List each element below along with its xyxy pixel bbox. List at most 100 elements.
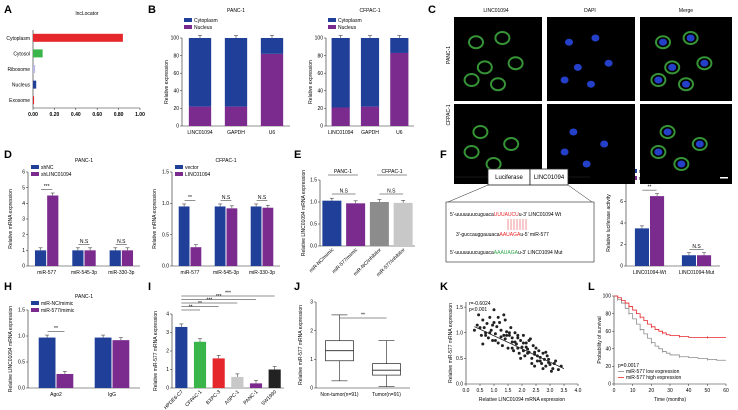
k-point [544, 350, 548, 354]
g-cat-label: LINC01094-Wt [633, 270, 667, 276]
k-point [510, 340, 514, 344]
k-ytick-label: 1.5 [456, 305, 463, 311]
l-xtick-label: 30 [667, 388, 673, 394]
g-ytick-label: 0 [620, 264, 623, 270]
k-point [521, 341, 525, 345]
k-p-text: p<0.001 [469, 307, 487, 313]
c-cell-cytoplasm [490, 77, 506, 92]
k-point [496, 315, 500, 319]
i-ytick-label: 1 [166, 367, 169, 373]
k-ylabel: Relative miR-577 mRNA expression [448, 303, 454, 383]
b2-ytick-label: 60 [317, 71, 323, 77]
d1-legend-label: shNC [41, 165, 54, 171]
d2-ytick-label: 0.5 [162, 232, 169, 238]
k-point [519, 356, 523, 360]
f-seq-mut-suffix: u-3' LINC01094 Mut [518, 250, 563, 256]
panel-label-f: F [440, 149, 447, 161]
h-bar-control [94, 337, 112, 388]
b2-cat-label: U6 [396, 130, 403, 136]
g-cat-label: LINC01094-Mut [679, 270, 715, 276]
k-xtick-label: 1.0 [491, 388, 498, 394]
d2-bar-treat [190, 247, 202, 266]
e-ytick-label: 0.0 [310, 244, 317, 250]
j-ytick-label: 1 [310, 357, 313, 363]
a-bar-nucleus [33, 80, 37, 89]
l-p-text: p=0.0017 [618, 363, 639, 369]
k-point [526, 351, 530, 355]
f-polya-label: poly A [570, 171, 586, 177]
k-point [513, 340, 517, 344]
k-point [482, 326, 486, 330]
a-cat-label: Nucleus [12, 83, 31, 89]
k-point [505, 330, 509, 334]
h-legend-label: miR-NC/mimic [41, 301, 74, 307]
k-ytick-label: 0.5 [456, 356, 463, 362]
c-cell-cytoplasm [468, 35, 484, 50]
panel-label-h: H [4, 281, 12, 293]
b1-ytick-label: 60 [173, 71, 179, 77]
i-ytick-label: 4 [166, 312, 169, 318]
a-cat-label: Cytoplasm [6, 36, 30, 42]
e-ytick-label: 1.0 [310, 200, 317, 206]
b1-bar-cytoplasm [224, 38, 248, 107]
b1-cat-label: U6 [269, 130, 276, 136]
l-legend-label: miR-577 low expression [626, 369, 680, 375]
k-point [485, 322, 489, 326]
d2-legend-swatch [175, 172, 183, 176]
c-cell-cytoplasm [664, 60, 681, 75]
d2-bar-control [214, 206, 226, 266]
b1-bar-nucleus [224, 106, 248, 126]
k-xtick-label: 2.5 [533, 388, 540, 394]
l-ytick-label: 20 [605, 364, 611, 370]
d2-legend-swatch [175, 165, 183, 169]
k-point [496, 341, 500, 345]
k-point [533, 350, 537, 354]
b2-legend-swatch [328, 25, 336, 29]
b2-bar-cytoplasm [390, 38, 409, 53]
e-group-panc1: PANC-1 [334, 169, 352, 175]
l-xtick-label: 50 [705, 388, 711, 394]
b1-bar-cytoplasm [188, 38, 212, 107]
h-title: PANC-1 [75, 294, 93, 300]
c-header-dapi: DAPI [584, 8, 596, 14]
j-ytick-label: 2 [310, 328, 313, 334]
c-cell-nucleus [654, 76, 663, 84]
panel-label-i: I [148, 281, 151, 293]
b1-ytick-label: 20 [173, 106, 179, 112]
e-bar [346, 203, 366, 246]
b2-ylabel: Relative expression [308, 60, 314, 104]
b1-cat-label: GAPDH [227, 130, 245, 136]
d1-bar-treat [84, 250, 96, 266]
i-sig-label: *** [225, 291, 231, 297]
f-sequence-box [445, 201, 595, 263]
k-point [509, 326, 513, 330]
c-row-cfpac1: CFPAC-1 [446, 104, 452, 125]
c-cell-nucleus [573, 63, 582, 71]
k-point [544, 364, 548, 368]
h-bar-control [38, 337, 56, 388]
k-point [493, 332, 497, 336]
k-point [541, 351, 545, 355]
b2-bar-cytoplasm [360, 38, 380, 107]
b2-legend-label: Cytoplasm [338, 18, 362, 24]
h-ytick-label: 1.5 [18, 308, 25, 314]
j-ylabel: Relative miR-577 mRNA expression [298, 305, 304, 385]
f-promoter-label: Promotor [458, 171, 483, 177]
k-point [500, 344, 504, 348]
k-point [502, 333, 506, 337]
d1-sig-label: *** [44, 184, 50, 190]
l-ytick-label: 0 [608, 382, 611, 388]
d1-ytick-label: 6 [22, 170, 25, 176]
e-ytick-label: 0.5 [310, 222, 317, 228]
l-curve-high [614, 295, 726, 338]
d1-cat-label: miR-577 [37, 270, 56, 276]
h-ytick-label: 0.0 [18, 386, 25, 392]
i-cat-label: ASPC-1 [224, 389, 241, 406]
f-lnc-box [529, 168, 569, 186]
g-bar-treat [650, 196, 665, 266]
k-point [554, 359, 558, 363]
k-point [499, 328, 503, 332]
chart-a-lnclocator: lncLocator Cytoplasm Cytosol Ribosome Nucleu… [6, 11, 145, 118]
f-seq-wt-suffix: u-3' LINC01094 Wt [519, 212, 562, 218]
